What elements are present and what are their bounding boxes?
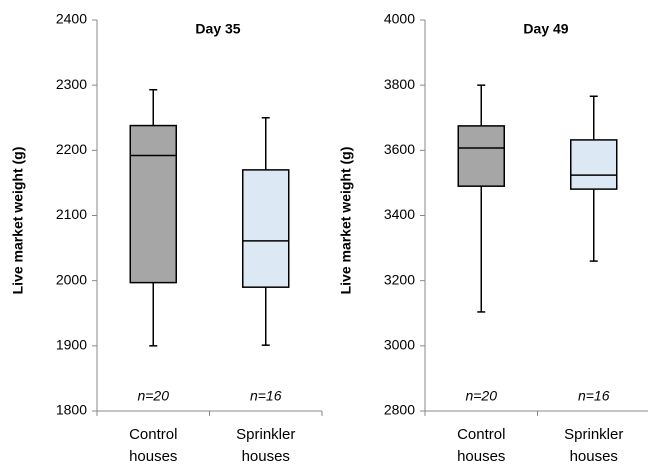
y-tick-label: 2400 [56,11,87,27]
box [129,124,177,284]
annotation: n=16 [578,388,610,404]
box [457,125,505,187]
annotation: n=16 [250,388,282,404]
y-tick-label: 2200 [56,141,87,157]
box [570,139,618,190]
x-tick-label: Control houses [457,426,506,465]
chart-title: Day 49 [523,21,568,37]
annotation: n=20 [465,388,497,404]
y-tick-label: 3200 [384,271,415,287]
y-tick-label: 3800 [384,76,415,92]
y-tick-label: 2800 [384,402,415,418]
y-tick-label: 1900 [56,337,87,353]
chart-title: Day 35 [195,21,240,37]
y-tick-label: 2300 [56,76,87,92]
y-tick-label: 3400 [384,206,415,222]
y-tick-label: 3000 [384,337,415,353]
x-tick-label: Sprinkler houses [564,426,624,465]
y-tick-label: 2000 [56,271,87,287]
y-tick-label: 1800 [56,402,87,418]
annotation: n=20 [137,388,169,404]
x-tick-label: Sprinkler houses [236,426,296,465]
y-tick-label: 3600 [384,141,415,157]
x-tick-label: Control houses [129,426,178,465]
y-axis-label: Live market weight (g) [10,147,26,295]
y-axis-label: Live market weight (g) [338,147,354,295]
y-tick-label: 2100 [56,206,87,222]
y-tick-label: 4000 [384,11,415,27]
box [242,169,290,288]
